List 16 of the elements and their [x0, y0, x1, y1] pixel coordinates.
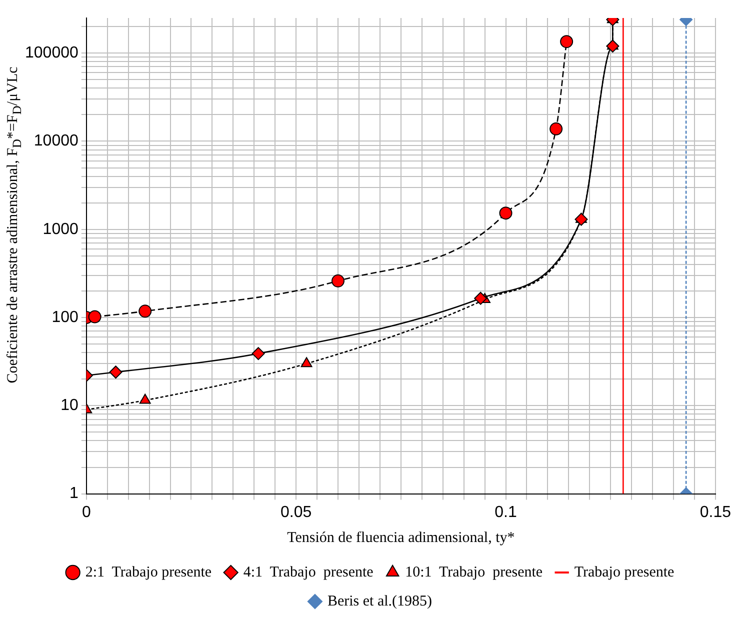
x-axis-title: Tensión de fluencia adimensional, ty*	[287, 530, 515, 546]
x-tick-label: 0.1	[494, 504, 517, 521]
legend-label: 4:1 Trabajo presente	[243, 564, 374, 580]
x-tick-label: 0.15	[700, 504, 732, 521]
y-tick-label: 100	[52, 308, 78, 326]
y-tick-label: 1000	[42, 220, 78, 238]
y-tick-label: 10	[60, 397, 78, 414]
x-tick-label: 0	[82, 504, 91, 521]
legend-label: Trabajo presente	[574, 564, 675, 580]
legend-label: Beris et al.(1985)	[327, 593, 432, 610]
y-tick-label: 1	[69, 485, 78, 502]
legend-label: 2:1 Trabajo presente	[85, 564, 212, 580]
y-tick-label: 100000	[25, 44, 78, 62]
y-tick-label: 10000	[34, 132, 78, 150]
legend-label: 10:1 Trabajo presente	[405, 564, 543, 580]
x-tick-label: 0.05	[280, 504, 312, 521]
